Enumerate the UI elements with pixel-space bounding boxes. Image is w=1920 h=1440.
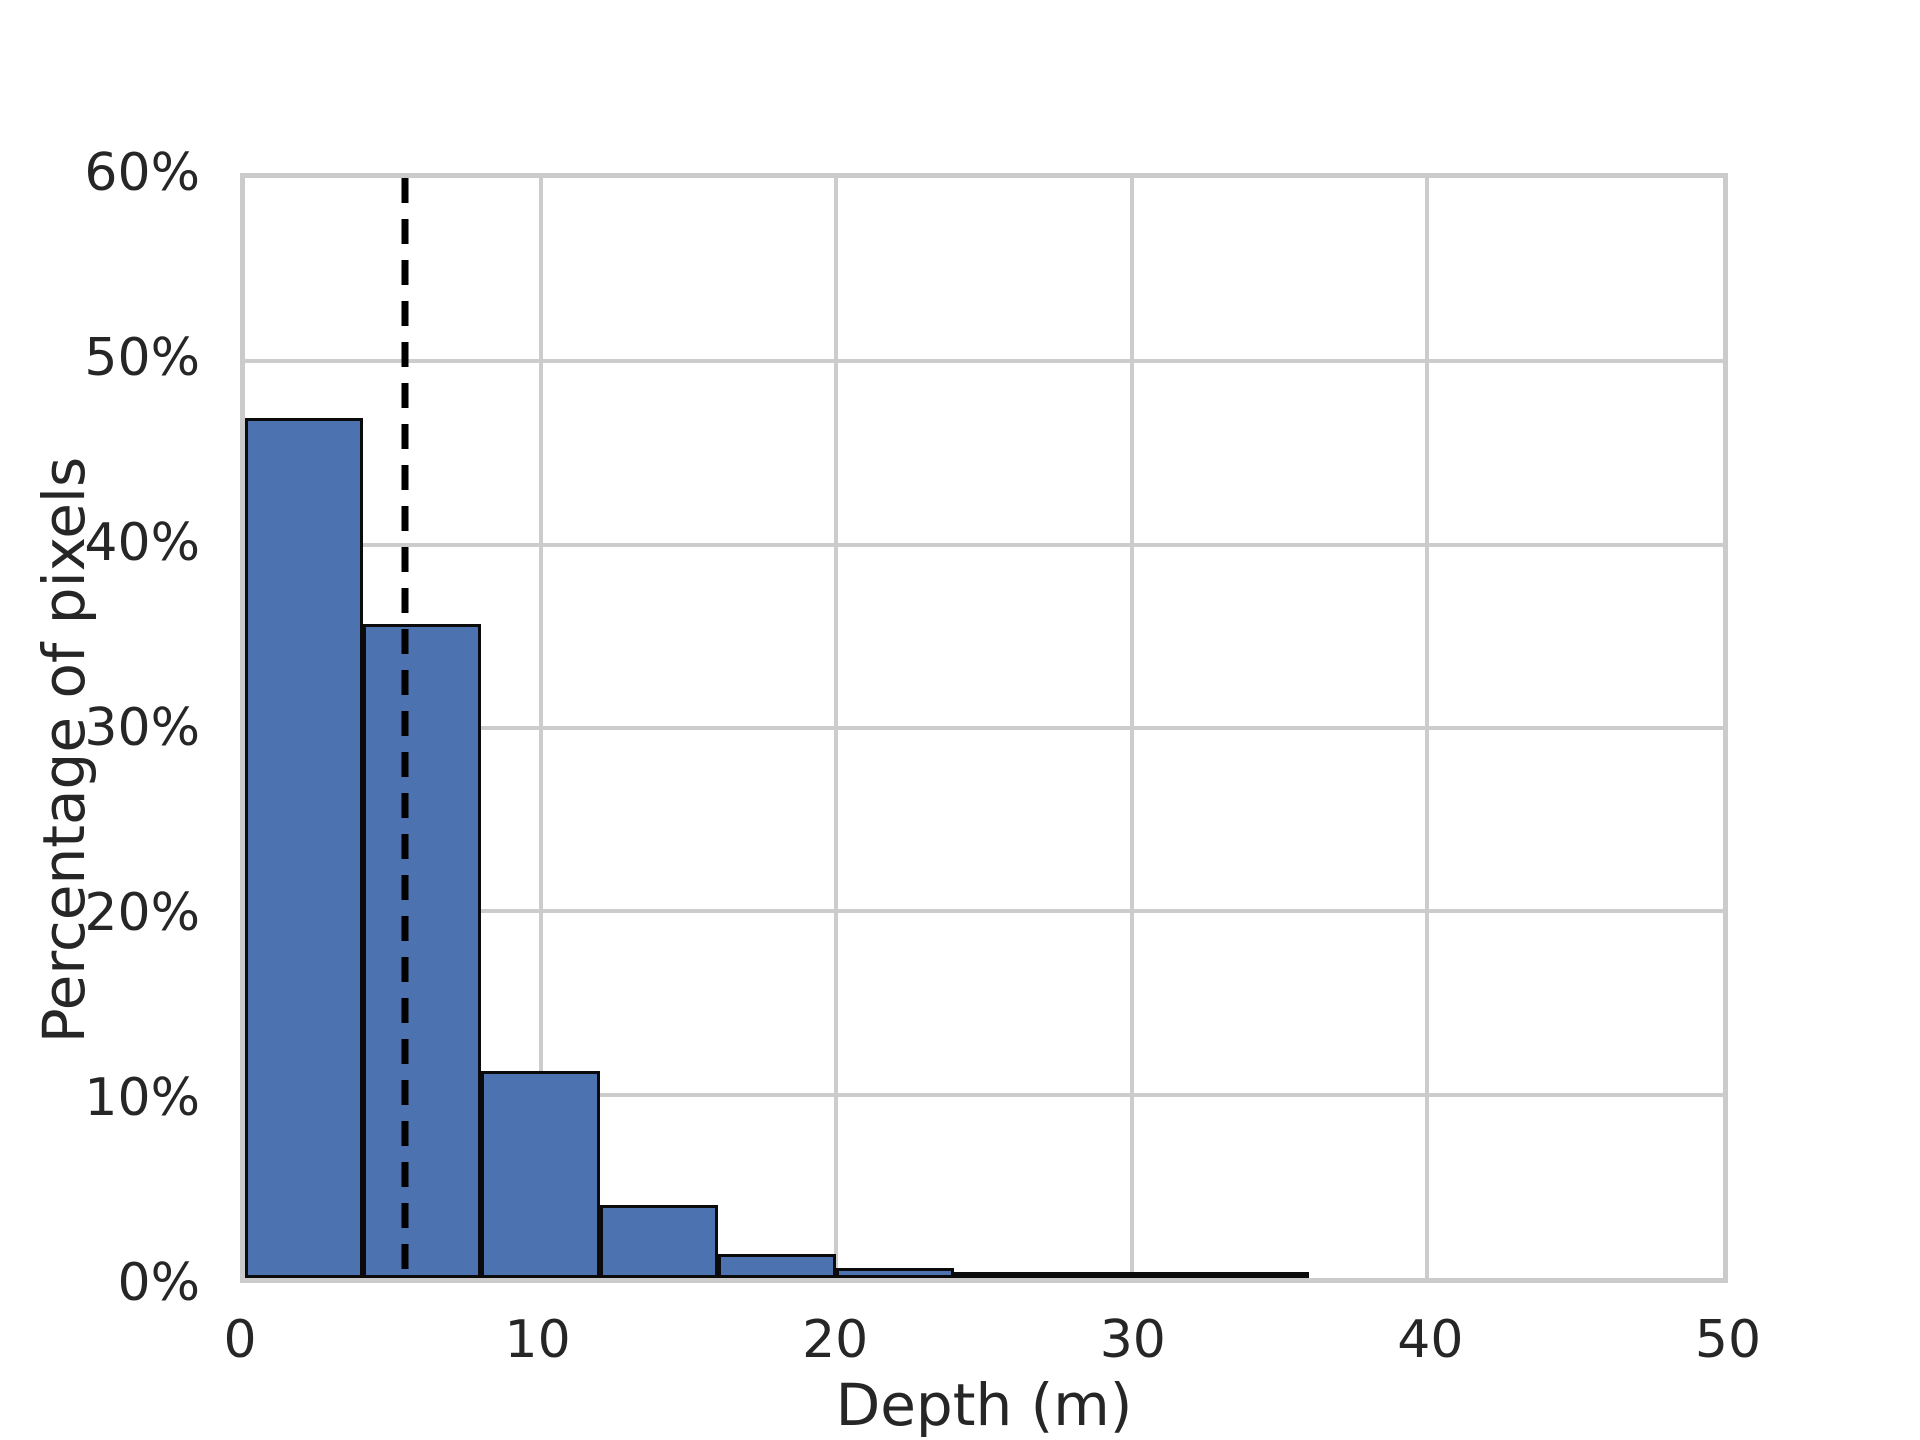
x-tick-label: 50 <box>1694 1310 1762 1370</box>
x-tick-label: 30 <box>1099 1310 1166 1370</box>
horizontal-gridline <box>245 542 1723 547</box>
horizontal-gridline <box>245 726 1723 730</box>
y-tick-label: 20% <box>84 883 200 943</box>
histogram-bar <box>717 1254 837 1278</box>
histogram-bar <box>363 623 482 1278</box>
histogram-bar <box>481 1070 600 1278</box>
histogram-bar <box>245 418 364 1278</box>
x-axis-label: Depth (m) <box>835 1371 1133 1439</box>
histogram-bar <box>599 1204 718 1278</box>
histogram-bar <box>1190 1272 1310 1278</box>
histogram-bar <box>836 1267 955 1278</box>
histogram-bar <box>1072 1272 1191 1278</box>
y-tick-label: 10% <box>84 1068 200 1128</box>
y-tick-label: 50% <box>84 328 200 388</box>
plot-area <box>240 173 1728 1283</box>
horizontal-gridline <box>245 1092 1723 1097</box>
x-tick-label: 40 <box>1397 1310 1464 1370</box>
y-tick-label: 0% <box>117 1253 201 1313</box>
x-tick-label: 20 <box>802 1310 869 1370</box>
x-tick-label: 10 <box>504 1310 571 1370</box>
y-tick-label: 30% <box>84 698 200 758</box>
horizontal-gridline <box>245 359 1723 364</box>
y-tick-label: 60% <box>84 143 200 203</box>
horizontal-gridline <box>245 909 1723 914</box>
mean-depth-marker <box>401 178 409 1278</box>
histogram-bar <box>954 1272 1073 1278</box>
x-tick-label: 0 <box>223 1310 257 1370</box>
y-tick-label: 40% <box>84 513 200 573</box>
